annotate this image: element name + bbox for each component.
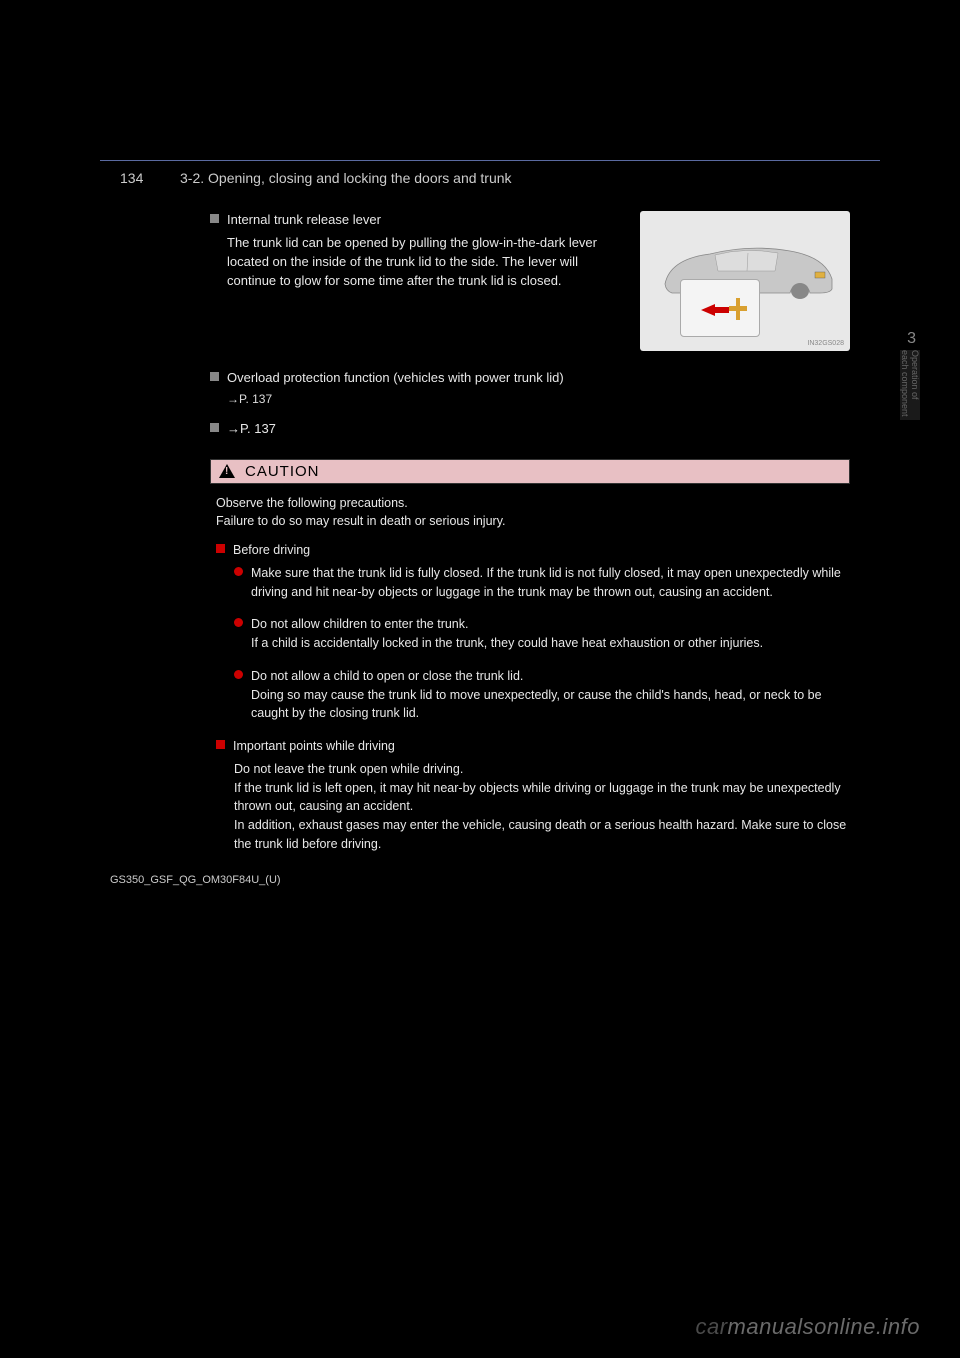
section-internal-release: Internal trunk release lever The trunk l… <box>210 211 850 351</box>
header-section-title: 3-2. Opening, closing and locking the do… <box>180 170 512 186</box>
caution-paragraph: Do not leave the trunk open while drivin… <box>234 760 850 854</box>
red-dot-bullet-icon <box>234 567 243 576</box>
square-bullet-icon <box>210 423 219 432</box>
release-lever-icon <box>729 298 747 320</box>
zoom-inset <box>680 279 760 337</box>
trunk-lever-figure: IN32GS028 <box>640 211 850 351</box>
chapter-tab: Operation of each component <box>900 350 920 420</box>
caution-label: CAUTION <box>245 463 320 480</box>
section-body: →P. 137 <box>227 392 850 406</box>
section-title: Overload protection function (vehicles w… <box>227 369 850 388</box>
square-bullet-icon <box>210 372 219 381</box>
section-title: →P. 137 <box>227 420 850 439</box>
red-dot-bullet-icon <box>234 670 243 679</box>
doc-code-footnote: GS350_GSF_QG_OM30F84U_(U) <box>110 874 960 886</box>
caution-subtitle: Important points while driving <box>233 737 850 756</box>
caution-bullet-text: Do not allow a child to open or close th… <box>251 667 850 723</box>
section-p137: →P. 137 <box>210 420 850 439</box>
caution-intro: Observe the following precautions. Failu… <box>216 494 850 532</box>
red-arrow-icon <box>701 304 715 316</box>
caution-bullet-text: Make sure that the trunk lid is fully cl… <box>251 564 850 602</box>
page-number: 134 <box>120 170 143 186</box>
section-title: Internal trunk release lever <box>227 211 624 230</box>
caution-subtitle: Before driving <box>233 541 850 560</box>
red-square-bullet-icon <box>216 740 225 749</box>
watermark-domain: manualsonline.info <box>728 1314 920 1339</box>
chapter-number: 3 <box>907 330 916 348</box>
watermark-brand: car <box>695 1314 727 1339</box>
red-square-bullet-icon <box>216 544 225 553</box>
warning-triangle-icon <box>219 464 235 478</box>
red-arrow-stem <box>715 307 729 313</box>
red-dot-bullet-icon <box>234 618 243 627</box>
section-body: The trunk lid can be opened by pulling t… <box>227 234 624 291</box>
caution-bullet-text: Do not allow children to enter the trunk… <box>251 615 850 653</box>
section-overload: Overload protection function (vehicles w… <box>210 369 850 388</box>
square-bullet-icon <box>210 214 219 223</box>
watermark: carmanualsonline.info <box>695 1314 920 1340</box>
caution-banner: CAUTION <box>210 459 850 484</box>
header-rule <box>100 160 880 161</box>
figure-code: IN32GS028 <box>807 340 844 347</box>
